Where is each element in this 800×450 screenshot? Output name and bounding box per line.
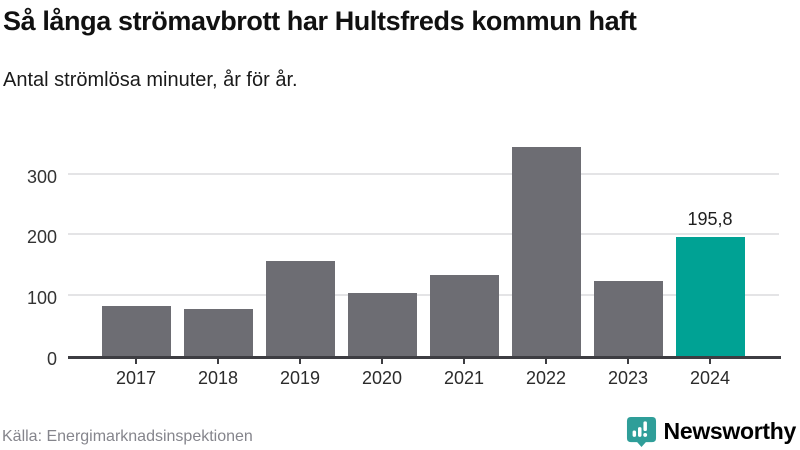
x-axis-label: 2021: [443, 368, 485, 388]
x-axis-tick: [135, 359, 137, 364]
bar-2024: [675, 237, 745, 356]
y-axis-tick-label: 100: [26, 288, 57, 309]
chart-title: Så långa strömavbrott har Hultsfreds kom…: [3, 6, 637, 36]
x-axis-label: 2020: [361, 368, 403, 388]
x-axis-tick: [709, 359, 711, 364]
chart-subtitle: Antal strömlösa minuter, år för år.: [3, 69, 298, 91]
x-axis-label: 2024: [689, 368, 731, 388]
bar-2021: [429, 275, 499, 356]
newsworthy-logo-icon: [626, 416, 657, 447]
x-axis-tick: [299, 359, 301, 364]
x-axis-label: 2023: [607, 368, 649, 388]
bar-2017: [101, 306, 171, 356]
x-axis-tick: [381, 359, 383, 364]
gridline-300: [68, 172, 779, 175]
newsworthy-brand: Newsworthy: [626, 416, 796, 447]
bar-2019: [265, 261, 335, 356]
bar-2020: [347, 293, 417, 356]
gridline-200: [68, 233, 779, 236]
source-attribution: Källa: Energimarknadsinspektionen: [2, 428, 253, 445]
x-axis-label: 2018: [197, 368, 239, 388]
x-axis-tick: [545, 359, 547, 364]
value-label: 195,8: [687, 208, 733, 229]
x-axis-tick: [627, 359, 629, 364]
bar-2022: [511, 147, 581, 356]
bar-2018: [183, 309, 253, 356]
x-axis-label: 2022: [525, 368, 567, 388]
x-axis-label: 2017: [115, 368, 157, 388]
newsworthy-wordmark: Newsworthy: [663, 418, 797, 444]
bar-2023: [593, 281, 663, 356]
gridline-100: [68, 294, 779, 297]
plot-area: 2017 2018 2019 2020 2021 2022 2023 2024 195,8: [68, 145, 781, 388]
x-axis-tick: [217, 359, 219, 364]
y-axis-tick-label: 300: [26, 166, 57, 187]
x-axis-label: 2019: [279, 368, 321, 388]
y-axis-tick-label: 200: [26, 227, 57, 248]
x-axis-tick: [463, 359, 465, 364]
y-axis-tick-label: 0: [46, 349, 57, 369]
